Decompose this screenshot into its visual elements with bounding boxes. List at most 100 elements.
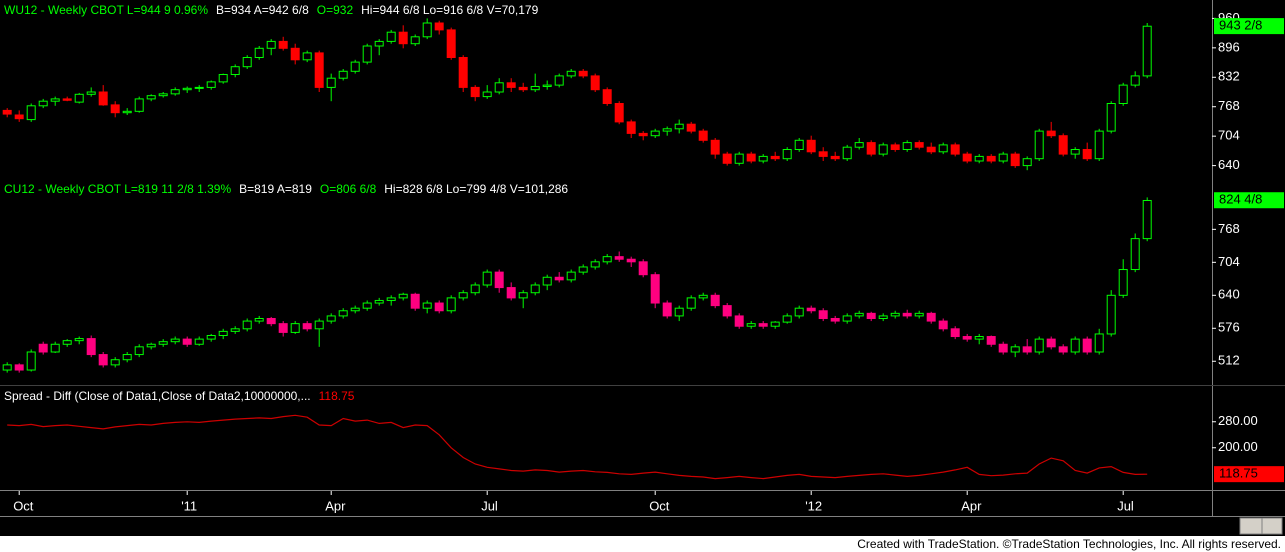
- candle-body: [530, 85, 540, 91]
- header-part: Hi=828 6/8 Lo=799 4/8 V=101,286: [384, 182, 568, 196]
- candle-body: [722, 153, 732, 164]
- scrollbar-button[interactable]: [1261, 517, 1283, 535]
- last-value-label: 118.75: [1219, 466, 1258, 481]
- candle-body: [422, 22, 432, 38]
- x-tick-label: Oct: [649, 498, 670, 513]
- y-tick-label: 576: [1218, 320, 1240, 335]
- y-tick-label: 200.00: [1218, 439, 1258, 454]
- y-tick-label: 280.00: [1218, 413, 1258, 428]
- header-part: B=934 A=942 6/8: [216, 3, 309, 17]
- last-value-label: 824 4/8: [1219, 192, 1262, 207]
- candle-body: [566, 70, 576, 77]
- candle-body: [422, 302, 432, 309]
- candle-body: [86, 338, 96, 356]
- candle-body: [98, 91, 108, 106]
- panel-header: WU12 - Weekly CBOT L=944 9 0.96% B=934 A=…: [4, 3, 539, 17]
- candle-body: [890, 144, 900, 150]
- candle-body: [674, 307, 684, 317]
- candle-body: [806, 307, 816, 312]
- candle-body: [146, 343, 156, 348]
- candle-body: [1034, 338, 1044, 353]
- candle-body: [782, 315, 792, 323]
- candle-body: [206, 81, 216, 88]
- candle-body: [398, 31, 408, 45]
- candle-body: [674, 123, 684, 130]
- scrollbar-thumb[interactable]: [1239, 517, 1263, 535]
- candle-body: [266, 40, 276, 49]
- candle-body: [866, 312, 876, 319]
- candle-body: [1118, 84, 1128, 104]
- candle-body: [698, 294, 708, 299]
- header-part: O=932: [317, 3, 354, 17]
- header-part: WU12 - Weekly CBOT L=944 9 0.96%: [4, 3, 208, 17]
- y-tick-label: 768: [1218, 221, 1240, 236]
- y-tick-label: 640: [1218, 287, 1240, 302]
- candle-body: [1058, 346, 1068, 353]
- candle-body: [122, 354, 132, 361]
- candle-body: [1082, 149, 1092, 160]
- candle-body: [62, 340, 72, 345]
- candle-body: [38, 100, 48, 107]
- candle-body: [1034, 130, 1044, 160]
- candle-body: [74, 93, 84, 103]
- candle-body: [734, 153, 744, 164]
- candle-body: [710, 139, 720, 155]
- candle-body: [566, 271, 576, 281]
- x-tick-label: '11: [181, 498, 197, 513]
- candle-body: [938, 320, 948, 330]
- panel-header: Spread - Diff (Close of Data1,Close of D…: [4, 389, 355, 403]
- candle-body: [158, 93, 168, 97]
- candle-body: [146, 95, 156, 100]
- y-tick-label: 704: [1218, 254, 1240, 269]
- candle-body: [338, 70, 348, 79]
- candle-body: [410, 293, 420, 309]
- candle-body: [962, 336, 972, 340]
- candle-body: [974, 155, 984, 162]
- candle-body: [998, 343, 1008, 353]
- candle-body: [302, 52, 312, 61]
- header-part: 118.75: [319, 389, 355, 403]
- candle-body: [410, 36, 420, 45]
- candle-body: [770, 321, 780, 327]
- candle-body: [638, 132, 648, 137]
- candle-body: [134, 98, 144, 112]
- candle-body: [326, 315, 336, 322]
- candle-body: [602, 89, 612, 104]
- candle-body: [374, 299, 384, 304]
- candle-body: [182, 87, 192, 91]
- candle-body: [1094, 130, 1104, 160]
- candle-body: [2, 109, 12, 115]
- x-tick-label: '12: [805, 498, 822, 513]
- candle-body: [746, 153, 756, 162]
- candle-body: [626, 121, 636, 134]
- candle-body: [974, 336, 984, 340]
- candle-body: [362, 302, 372, 309]
- candle-body: [854, 312, 864, 317]
- candle-body: [134, 346, 144, 356]
- candle-body: [554, 276, 564, 281]
- candle-body: [278, 323, 288, 333]
- candle-body: [782, 149, 792, 160]
- candle-body: [38, 343, 48, 353]
- x-tick-label: Jul: [481, 498, 498, 513]
- candle-body: [170, 338, 180, 343]
- candle-body: [1094, 333, 1104, 353]
- candle-body: [398, 293, 408, 299]
- candle-body: [98, 354, 108, 366]
- spread-line: [7, 414, 1148, 480]
- candle-body: [818, 310, 828, 319]
- candle-body: [614, 256, 624, 260]
- x-tick-label: Apr: [325, 498, 346, 513]
- candle-body: [554, 75, 564, 86]
- candle-body: [818, 151, 828, 157]
- candle-body: [518, 86, 528, 91]
- candle-body: [50, 343, 60, 353]
- candle-body: [434, 22, 444, 31]
- candle-body: [1010, 346, 1020, 353]
- candle-body: [842, 315, 852, 322]
- candle-body: [806, 139, 816, 153]
- candle-body: [1046, 338, 1056, 348]
- candle-body: [194, 338, 204, 345]
